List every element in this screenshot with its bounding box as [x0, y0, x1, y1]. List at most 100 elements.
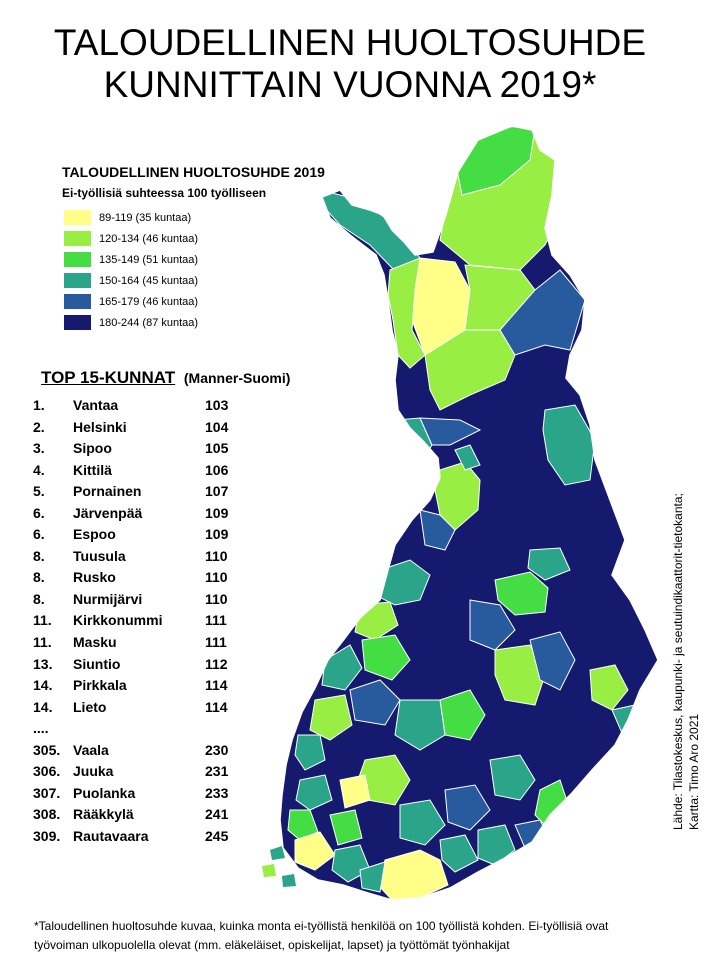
region-loimaa	[329, 809, 363, 846]
region-pori	[295, 774, 333, 811]
region-joensuu	[589, 664, 629, 711]
municipality-name: Lieto	[73, 698, 107, 715]
legend-class-label: 135-149 (51 kuntaa)	[99, 253, 199, 266]
rank-number: 14.	[33, 677, 53, 694]
finland-choropleth-map	[262, 125, 659, 900]
ranking-row: 6. Järvenpää 109	[33, 505, 253, 527]
legend-class-label: 180-244 (87 kuntaa)	[99, 316, 199, 329]
rank-number: 14.	[33, 698, 53, 715]
ratio-value: 109	[205, 504, 229, 521]
legend-class-row: 180-244 (87 kuntaa)	[62, 312, 362, 333]
ranking-row: 5. Pornainen 107	[33, 483, 253, 505]
legend-class-row: 89-119 (35 kuntaa)	[62, 207, 362, 228]
rank-number: 8.	[33, 547, 45, 564]
rank-number: 3.	[33, 440, 45, 457]
rank-number: 5.	[33, 483, 45, 500]
municipality-name: Siuntio	[73, 655, 121, 672]
municipality-name: Sipoo	[73, 440, 112, 457]
region-kuopio-2	[529, 631, 576, 691]
ratio-value: 230	[205, 741, 229, 758]
footnote-line-1: *Taloudellinen huoltosuhde kuvaa, kuinka…	[34, 919, 609, 933]
legend-swatch	[64, 315, 91, 330]
region-vaasa	[321, 644, 363, 691]
island-2	[262, 864, 276, 877]
top-list-title: TOP 15-KUNNAT	[41, 368, 176, 387]
municipality-name: Puolanka	[73, 784, 136, 801]
region-raahe	[419, 509, 456, 551]
municipality-name: Juuka	[73, 763, 114, 780]
legend-swatch	[64, 273, 91, 288]
municipality-name: Järvenpää	[73, 504, 143, 521]
ranking-row: 1. Vantaa 103	[33, 397, 253, 419]
legend-class-label: 150-164 (45 kuntaa)	[99, 274, 199, 287]
map-title-line-2: KUNNITTAIN VUONNA 2019*	[103, 64, 597, 105]
region-keminmaa	[419, 417, 482, 446]
ratio-value: 109	[205, 526, 229, 543]
region-porvoo	[439, 834, 479, 873]
ranking-list: 1. Vantaa 103 2. Helsinki 104 3. Sipoo 105 4. Kitt…	[33, 397, 253, 849]
island-3	[282, 874, 296, 887]
ratio-value: 105	[205, 440, 229, 457]
municipality-name: Kirkkonummi	[73, 612, 163, 629]
ratio-value: 107	[205, 483, 229, 500]
top-list-heading: TOP 15-KUNNAT (Manner-Suomi)	[41, 368, 290, 388]
rank-number: 8.	[33, 569, 45, 586]
municipality-name: Rautavaara	[73, 827, 149, 844]
legend-class-row: 120-134 (46 kuntaa)	[62, 228, 362, 249]
ranking-row: 11. Kirkkonummi 111	[33, 612, 253, 634]
municipality-name: Pornainen	[73, 483, 142, 500]
ranking-row: 308. Rääkkylä 241	[33, 806, 253, 828]
ranking-row: 3. Sipoo 105	[33, 440, 253, 462]
legend-class-label: 89-119 (35 kuntaa)	[99, 211, 192, 224]
ranking-row: 11. Masku 111	[33, 634, 253, 656]
region-lahti	[444, 784, 491, 831]
region-kurikka	[309, 694, 353, 741]
rank-number: 308.	[33, 806, 61, 823]
ranking-row: 8. Rusko 110	[33, 569, 253, 591]
region-kuusamo	[542, 404, 596, 486]
legend-swatch	[64, 210, 91, 225]
legend-swatch	[64, 294, 91, 309]
ratio-value: 114	[205, 698, 228, 715]
ranking-row: ....	[33, 720, 253, 742]
rank-number: 6.	[33, 504, 45, 521]
ratio-value: 104	[205, 418, 229, 435]
rank-number: 309.	[33, 827, 61, 844]
top-list-note: (Manner-Suomi)	[183, 370, 291, 386]
rank-number: 13.	[33, 655, 53, 672]
source-line-1: Lähde: Tilastokeskus, kaupunki- ja seutu…	[671, 493, 685, 830]
ratio-value: 114	[205, 677, 228, 694]
footnote: *Taloudellinen huoltosuhde kuvaa, kuinka…	[34, 917, 720, 955]
ratio-value: 103	[205, 397, 229, 413]
region-kauhava	[361, 634, 411, 681]
region-kristiinankaupunki	[294, 734, 326, 771]
legend-class-row: 150-164 (45 kuntaa)	[62, 270, 362, 291]
ranking-row: 14. Pirkkala 114	[33, 677, 253, 699]
ranking-row: 8. Tuusula 110	[33, 548, 253, 570]
ratio-value: 111	[205, 612, 227, 629]
rank-number: 1.	[33, 397, 45, 413]
rank-number: 306.	[33, 763, 61, 780]
legend-class-row: 135-149 (51 kuntaa)	[62, 249, 362, 270]
region-salla	[499, 269, 586, 356]
rank-number: 305.	[33, 741, 61, 758]
map-title-line-1: TALOUDELLINEN HUOLTOSUHDE	[53, 22, 647, 63]
municipality-name: Tuusula	[73, 547, 126, 564]
ratio-value: 110	[205, 547, 228, 564]
rank-number: 307.	[33, 784, 61, 801]
region-central-2	[394, 699, 446, 751]
rank-number: 8.	[33, 590, 45, 607]
municipality-name: Masku	[73, 634, 117, 651]
municipality-name: Helsinki	[73, 418, 127, 435]
rank-number: 2.	[33, 418, 45, 435]
region-pirkkala	[339, 774, 371, 809]
region-mikkeli	[489, 754, 536, 801]
ranking-row: 4. Kittilä 106	[33, 462, 253, 484]
region-central-1	[469, 599, 516, 651]
legend-swatch	[64, 231, 91, 246]
legend-class-label: 165-179 (46 kuntaa)	[99, 295, 199, 308]
ranking-row: 14. Lieto 114	[33, 699, 253, 721]
municipality-name: Nurmijärvi	[73, 590, 143, 607]
ratio-value: 231	[205, 763, 229, 780]
legend-classes: 89-119 (35 kuntaa) 120-134 (46 kuntaa) 135…	[62, 207, 362, 333]
